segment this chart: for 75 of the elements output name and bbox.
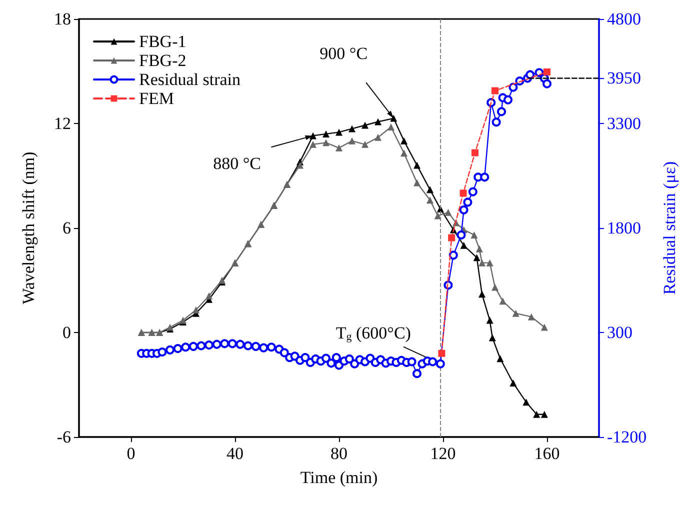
point — [374, 118, 382, 126]
point — [544, 68, 550, 76]
point — [438, 350, 446, 357]
point — [362, 140, 368, 148]
point — [322, 139, 330, 146]
x-tick-label: 40 — [226, 444, 244, 463]
point — [460, 190, 467, 197]
point — [336, 144, 342, 152]
x-axis-title: Time (min) — [300, 468, 378, 487]
y2-tick-label: 1800 — [607, 218, 641, 238]
point — [492, 87, 498, 94]
x-tick-label: 160 — [534, 444, 560, 463]
point — [512, 310, 520, 317]
point — [414, 179, 420, 186]
point — [414, 162, 420, 169]
point — [488, 334, 496, 342]
annotation: 900 °C — [320, 44, 368, 63]
point — [374, 134, 382, 141]
point — [473, 254, 480, 262]
point — [310, 140, 316, 148]
point — [486, 316, 494, 324]
point — [296, 162, 304, 169]
y-axis-title: Wavelength shift (nm) — [19, 152, 38, 304]
point — [206, 292, 212, 300]
annotation: 880 °C — [213, 154, 261, 174]
point — [348, 137, 356, 144]
point — [448, 234, 456, 242]
point — [388, 123, 394, 130]
point — [434, 212, 442, 220]
x-tick-label: 0 — [126, 444, 136, 463]
point — [322, 130, 330, 138]
point — [400, 150, 408, 157]
point — [426, 196, 434, 204]
y2-tick-label: -1200 — [607, 428, 647, 446]
point — [390, 114, 398, 122]
y-tick-label: -6 — [56, 428, 71, 446]
point — [444, 208, 452, 216]
point — [476, 245, 483, 252]
point — [478, 290, 486, 298]
y-tick-label: 12 — [54, 114, 71, 133]
legend-label: FBG-1 — [139, 32, 186, 51]
x-tick-label: 80 — [330, 444, 348, 463]
y-tick-label: 18 — [54, 10, 71, 28]
y2-tick-label: 3300 — [607, 114, 641, 133]
point — [470, 231, 478, 238]
point — [192, 306, 200, 314]
point — [540, 324, 548, 331]
point — [336, 128, 342, 136]
point — [499, 298, 506, 305]
point — [492, 284, 498, 291]
point — [471, 149, 478, 156]
point — [533, 410, 540, 418]
y2-axis-title: Residual strain (με) — [660, 161, 679, 295]
point — [426, 186, 434, 194]
point — [310, 132, 316, 140]
point — [540, 410, 548, 418]
y2-tick-label: 3950 — [607, 68, 641, 88]
point — [400, 137, 408, 144]
point — [362, 122, 368, 129]
point — [510, 380, 517, 387]
x-tick-label: 120 — [430, 444, 456, 463]
point — [528, 313, 535, 320]
legend-label: FEM — [139, 89, 174, 108]
y2-tick-label: 4800 — [607, 10, 641, 28]
legend-label: Residual strain — [139, 70, 242, 89]
y2-tick-label: 300 — [607, 323, 632, 342]
point — [460, 242, 468, 249]
point — [496, 355, 504, 362]
point — [478, 259, 486, 266]
point — [522, 398, 530, 406]
legend-label: FBG-2 — [139, 51, 186, 70]
point — [486, 259, 494, 266]
y-tick-label: 6 — [62, 218, 71, 238]
point — [348, 125, 356, 132]
y-tick-label: 0 — [62, 323, 71, 342]
